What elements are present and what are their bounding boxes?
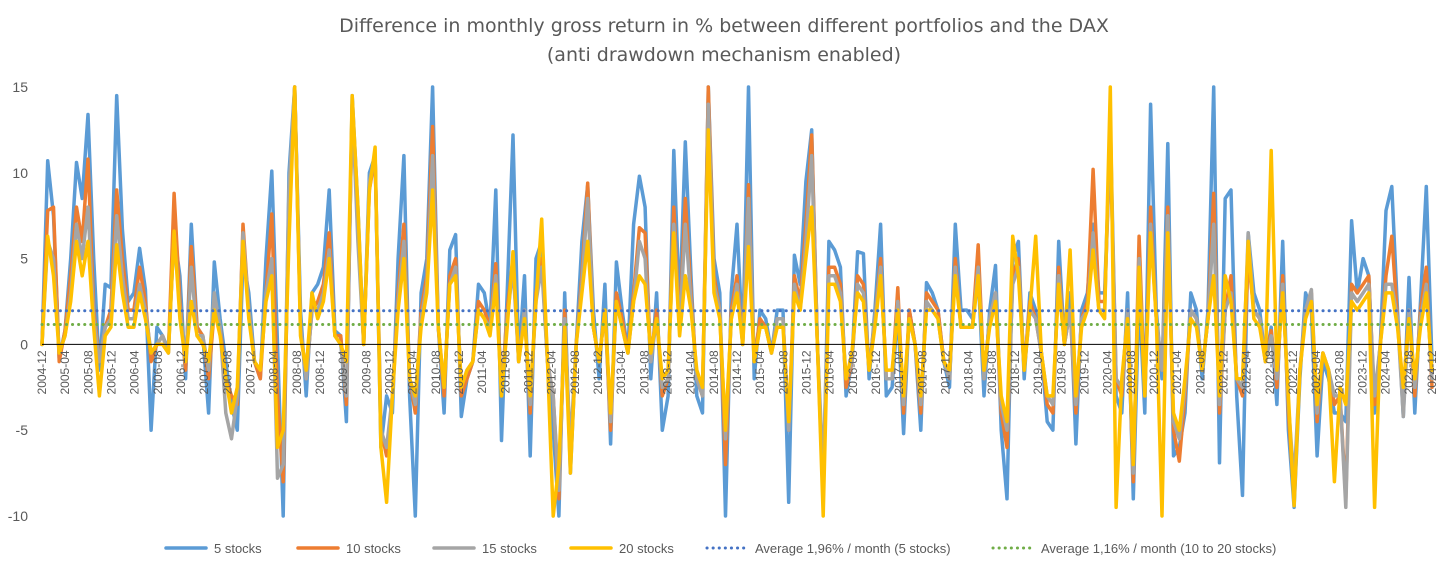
x-tick-label: 2010-04 [406, 350, 420, 394]
legend: 5 stocks 10 stocks 15 stocks 20 stocks Avera… [164, 541, 1276, 556]
x-tick-label: 2015-12 [800, 350, 814, 394]
x-tick-label: 2005-04 [58, 350, 72, 394]
x-tick-label: 2005-08 [81, 350, 95, 394]
y-tick-label: 5 [20, 251, 28, 267]
x-tick-label: 2024-04 [1379, 350, 1393, 394]
x-tick-label: 2007-12 [244, 350, 258, 394]
x-tick-label: 2023-04 [1309, 350, 1323, 394]
chart-title: Difference in monthly gross return in % … [339, 15, 1109, 37]
x-tick-label: 2015-08 [776, 350, 790, 394]
x-tick-label: 2018-04 [962, 350, 976, 394]
x-tick-label: 2015-04 [753, 350, 767, 394]
x-tick-label: 2006-04 [128, 350, 142, 394]
x-tick-label: 2012-08 [568, 350, 582, 394]
x-tick-label: 2021-12 [1217, 350, 1231, 394]
x-tick-label: 2017-04 [892, 350, 906, 394]
x-tick-label: 2010-12 [452, 350, 466, 394]
x-tick-label: 2020-08 [1124, 350, 1138, 394]
legend-item-4: 20 stocks [569, 541, 674, 556]
legend-item-1: 5 stocks [164, 541, 262, 556]
x-tick-label: 2021-08 [1193, 350, 1207, 394]
legend-label: 5 stocks [214, 541, 262, 556]
x-tick-label: 2016-08 [846, 350, 860, 394]
x-tick-label: 2019-04 [1031, 350, 1045, 394]
legend-item-5: Average 1,96% / month (5 stocks) [705, 541, 951, 556]
x-tick-label: 2023-08 [1332, 350, 1346, 394]
plot-lines [40, 85, 1434, 518]
y-tick-label: -10 [8, 508, 28, 524]
y-axis: 15 10 5 0 -5 -10 [8, 79, 28, 524]
y-tick-label: 0 [20, 336, 28, 352]
legend-item-6: Average 1,16% / month (10 to 20 stocks) [991, 541, 1276, 556]
x-tick-label: 2007-08 [220, 350, 234, 394]
x-tick-label: 2022-04 [1240, 350, 1254, 394]
x-tick-label: 2022-12 [1286, 350, 1300, 394]
legend-item-2: 10 stocks [296, 541, 401, 556]
x-tick-label: 2006-12 [174, 350, 188, 394]
x-tick-label: 2023-12 [1356, 350, 1370, 394]
x-tick-label: 2019-08 [1054, 350, 1068, 394]
series-line-4 [40, 85, 1434, 518]
x-tick-label: 2011-04 [475, 350, 489, 393]
x-tick-label: 2014-08 [707, 350, 721, 394]
legend-item-3: 15 stocks [432, 541, 537, 556]
x-tick-label: 2007-04 [197, 350, 211, 394]
x-tick-label: 2016-04 [823, 350, 837, 394]
legend-label: Average 1,96% / month (5 stocks) [755, 541, 951, 556]
x-tick-label: 2010-08 [429, 350, 443, 394]
x-tick-label: 2020-12 [1147, 350, 1161, 394]
x-tick-label: 2024-08 [1402, 350, 1416, 394]
y-tick-label: 10 [12, 165, 28, 181]
x-tick-label: 2013-04 [614, 350, 628, 394]
x-tick-label: 2019-12 [1078, 350, 1092, 394]
y-tick-label: -5 [16, 422, 29, 438]
x-tick-label: 2012-12 [591, 350, 605, 394]
x-tick-label: 2004-12 [35, 350, 49, 394]
x-tick-label: 2017-08 [915, 350, 929, 394]
legend-label: Average 1,16% / month (10 to 20 stocks) [1041, 541, 1276, 556]
x-tick-label: 2009-04 [336, 350, 350, 394]
x-tick-label: 2013-08 [637, 350, 651, 394]
x-tick-label: 2009-08 [359, 350, 373, 394]
x-tick-label: 2008-04 [267, 350, 281, 394]
legend-label: 10 stocks [346, 541, 401, 556]
x-tick-label: 2024-12 [1425, 350, 1439, 394]
x-tick-label: 2018-12 [1008, 350, 1022, 394]
x-tick-label: 2022-08 [1263, 350, 1277, 394]
x-tick-label: 2014-04 [684, 350, 698, 394]
x-tick-label: 2008-12 [313, 350, 327, 394]
x-tick-label: 2020-04 [1101, 350, 1115, 394]
x-tick-label: 2006-08 [151, 350, 165, 394]
x-tick-label: 2017-12 [939, 350, 953, 394]
x-tick-label: 2005-12 [105, 350, 119, 394]
x-tick-label: 2021-04 [1170, 350, 1184, 394]
y-tick-label: 15 [12, 79, 28, 95]
x-tick-label: 2012-04 [545, 350, 559, 394]
legend-label: 20 stocks [619, 541, 674, 556]
x-tick-label: 2009-12 [383, 350, 397, 394]
chart-subtitle: (anti drawdown mechanism enabled) [547, 44, 901, 66]
x-tick-label: 2011-08 [498, 350, 512, 393]
x-tick-label: 2016-12 [869, 350, 883, 394]
x-tick-label: 2018-08 [985, 350, 999, 394]
x-tick-label: 2014-12 [730, 350, 744, 394]
x-tick-label: 2008-08 [290, 350, 304, 394]
x-tick-label: 2011-12 [522, 350, 536, 393]
legend-label: 15 stocks [482, 541, 537, 556]
x-axis: 2004-12 2005-04 2005-08 2005-12 2006-04 2006-… [35, 343, 1439, 394]
x-tick-label: 2013-12 [661, 350, 675, 394]
